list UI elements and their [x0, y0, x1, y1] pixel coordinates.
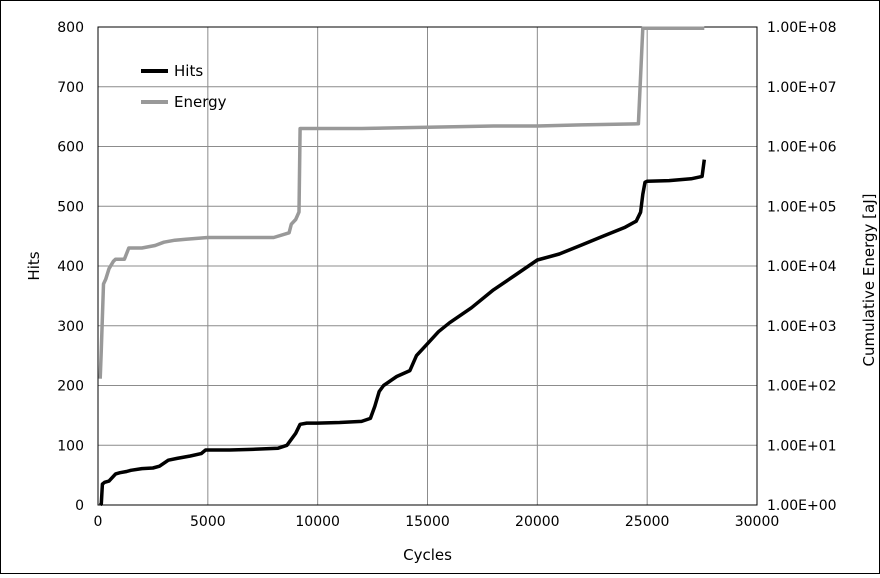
- x-tick-label: 5000: [190, 514, 226, 530]
- y-tick-label: 800: [57, 20, 84, 36]
- y-tick-label: 600: [57, 140, 84, 156]
- series-lines: [98, 26, 707, 507]
- legend-label-hits: Hits: [174, 62, 203, 80]
- y-axis-title: Hits: [25, 251, 43, 280]
- x-tick-label: 20000: [515, 514, 560, 530]
- y2-tick-label: 1.00E+08: [767, 20, 837, 36]
- x-tick-label: 30000: [735, 514, 780, 530]
- legend-label-energy: Energy: [174, 93, 227, 111]
- y-tick-label: 0: [75, 498, 84, 514]
- y2-tick-label: 1.00E+05: [767, 199, 837, 215]
- plot-area-border: [97, 26, 758, 506]
- series-line-energy: [98, 26, 705, 379]
- y-tick-label: 100: [57, 438, 84, 454]
- legend: Hits Energy: [141, 62, 227, 111]
- y2-tick-label: 1.00E+04: [767, 259, 837, 275]
- x-tick-label: 15000: [405, 514, 450, 530]
- y2-tick-label: 1.00E+07: [767, 80, 837, 96]
- y2-tick-label: 1.00E+00: [767, 498, 837, 514]
- y2-tick-labels: 1.00E+00 1.00E+01 1.00E+02 1.00E+03 1.00E+04…: [767, 20, 837, 514]
- x-tick-labels: 0 5000 10000 15000 20000 25000 30000: [94, 514, 780, 530]
- y-tick-label: 200: [57, 379, 84, 395]
- y-tick-label: 400: [57, 259, 84, 275]
- y2-tick-label: 1.00E+02: [767, 379, 837, 395]
- y2-tick-label: 1.00E+06: [767, 140, 837, 156]
- x-tick-label: 25000: [625, 514, 670, 530]
- y-tick-labels: 0 100 200 300 400 500 600 700 800: [57, 20, 84, 514]
- y-tick-label: 700: [57, 80, 84, 96]
- series-line-hits: [98, 159, 707, 507]
- gridlines: [97, 26, 758, 506]
- y2-axis-title: Cumulative Energy [aJ]: [860, 194, 878, 367]
- x-tick-label: 10000: [295, 514, 340, 530]
- x-tick-label: 0: [94, 514, 103, 530]
- y2-tick-label: 1.00E+03: [767, 319, 837, 335]
- x-axis-title: Cycles: [403, 546, 452, 564]
- y2-tick-label: 1.00E+01: [767, 438, 837, 454]
- y-tick-label: 300: [57, 319, 84, 335]
- y-tick-label: 500: [57, 199, 84, 215]
